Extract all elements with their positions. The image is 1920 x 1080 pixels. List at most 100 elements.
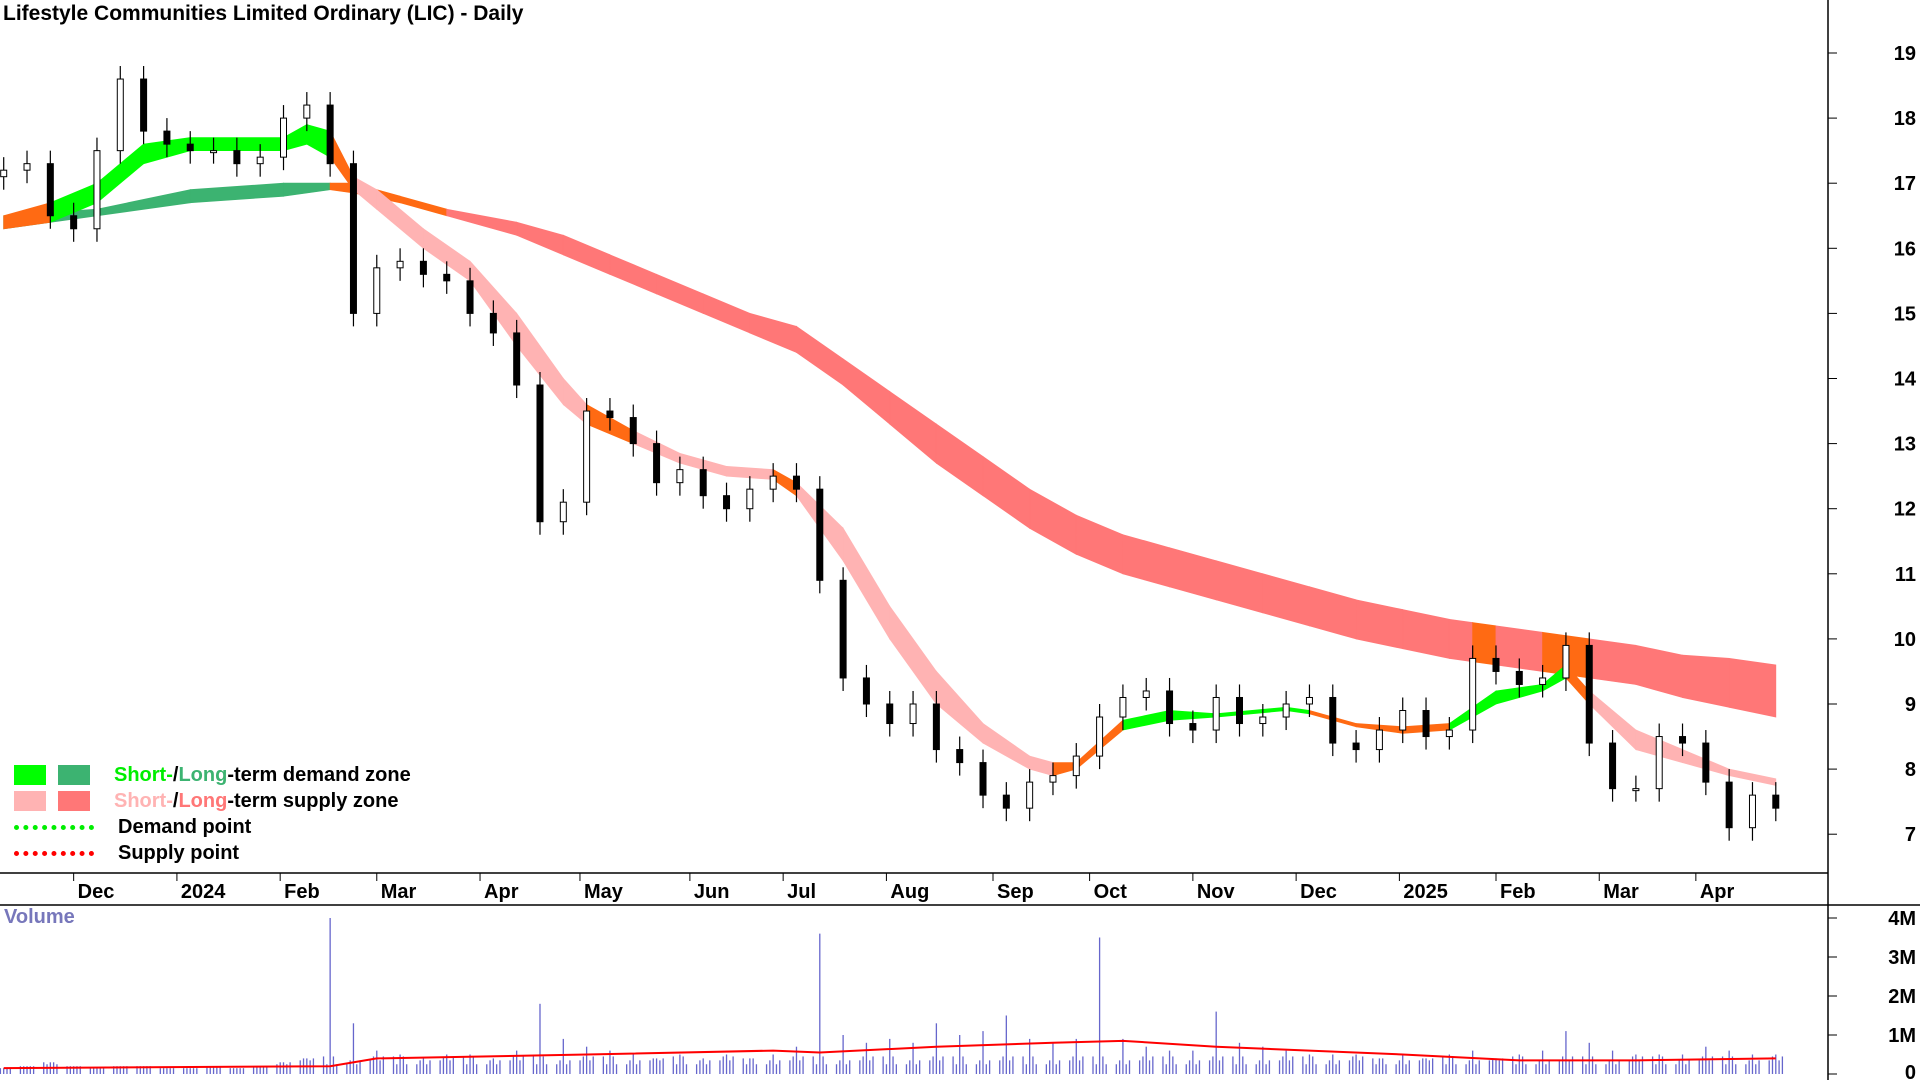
volume-tick-label: 3M [1888, 947, 1916, 969]
supply-point-swatch [14, 850, 94, 856]
candle-body [466, 280, 474, 314]
candle-body [1539, 677, 1547, 685]
date-tick-label: Aug [890, 881, 929, 903]
legend-supply-point: Supply point [14, 840, 411, 866]
candle-body [23, 163, 31, 171]
candle-body [116, 78, 124, 152]
short-term-zone-segment [935, 670, 984, 744]
candle-body [256, 156, 264, 165]
legend-text: Short- [114, 763, 173, 786]
long-term-zone-segment [609, 254, 657, 295]
long-term-zone-segment [1355, 599, 1404, 650]
date-tick-label: Sep [997, 881, 1034, 903]
long-term-zone-segment [796, 325, 844, 386]
candle-body [1399, 710, 1407, 731]
volume-ma-line [3, 1039, 1776, 1070]
legend-text: Long [178, 763, 228, 786]
candle-body [233, 150, 241, 165]
legend-text: Short- [114, 789, 173, 812]
date-tick-label: May [584, 881, 624, 903]
legend: Short- / Long -term demand zone Short- / … [14, 762, 411, 866]
long-term-zone-segment [1075, 514, 1124, 575]
legend-text: Long [178, 789, 228, 812]
candle-body [583, 410, 591, 503]
candle-body [1375, 729, 1383, 751]
date-tick-label: Feb [284, 881, 320, 903]
price-tick-label: 16 [1894, 238, 1916, 260]
candle-body [326, 104, 334, 165]
date-tick-label: Mar [381, 881, 417, 903]
long-term-zone-segment [749, 312, 797, 354]
legend-text: -term demand zone [227, 763, 411, 786]
candle-body [1679, 736, 1687, 744]
candle-body [862, 677, 870, 705]
candle-body [1632, 788, 1640, 792]
price-tick-label: 15 [1894, 303, 1916, 325]
volume-label: Volume [4, 906, 75, 928]
candle-body [886, 703, 894, 725]
candle-body [513, 332, 521, 386]
price-tick-label: 8 [1905, 759, 1916, 781]
short-term-zone-segment [889, 605, 937, 706]
candle-body [1212, 696, 1220, 731]
volume-tick-label: 0 [1905, 1062, 1916, 1080]
zone-bands [3, 123, 1777, 786]
candle-body [653, 443, 661, 484]
candle-body [163, 130, 171, 145]
candle-body [1515, 670, 1523, 685]
candle-body [792, 475, 800, 490]
legend-text: Supply point [118, 841, 240, 864]
long-term-zone-segment [96, 189, 191, 217]
price-candles [0, 66, 1780, 841]
candle-body [489, 312, 497, 334]
date-tick-label: Oct [1094, 881, 1128, 903]
candle-body [1422, 710, 1430, 738]
candle-body [1002, 794, 1010, 809]
date-tick-label: Jun [694, 881, 730, 903]
candle-body [1259, 716, 1267, 725]
candle-body [1609, 742, 1617, 790]
date-tick-label: Feb [1500, 881, 1536, 903]
candle-body [1562, 644, 1570, 679]
candle-body [443, 273, 451, 282]
candle-body [769, 475, 777, 490]
candle-body [210, 150, 218, 154]
long-term-zone-segment [982, 455, 1031, 529]
legend-demand-point: Demand point [14, 814, 411, 840]
legend-demand-zone: Short- / Long -term demand zone [14, 762, 411, 788]
long-term-zone-segment [702, 293, 751, 334]
long-supply-swatch [58, 791, 90, 811]
candle-body [816, 488, 824, 581]
long-term-zone-segment [1122, 534, 1170, 588]
candle-body [746, 488, 754, 510]
long-term-zone-segment [1682, 654, 1730, 708]
candle-body [1049, 775, 1057, 783]
legend-text: -term supply zone [227, 789, 399, 812]
short-term-zone-segment [1122, 710, 1170, 731]
date-tick-label: Apr [484, 881, 519, 903]
candle-body [1142, 690, 1150, 698]
short-demand-swatch [14, 765, 46, 785]
short-term-zone-segment [1215, 706, 1287, 718]
candle-body [676, 469, 684, 484]
long-term-zone-segment [399, 195, 448, 217]
candle-body [1445, 729, 1453, 738]
candle-body [723, 495, 731, 510]
long-term-zone-segment [1309, 586, 1357, 640]
candle-body [396, 260, 404, 269]
legend-supply-zone: Short- / Long -term supply zone [14, 788, 411, 814]
short-supply-swatch [14, 791, 46, 811]
price-tick-label: 7 [1905, 824, 1916, 846]
candle-body [699, 469, 707, 497]
candle-body [606, 410, 614, 419]
candle-body [70, 215, 78, 230]
candle-body [419, 260, 427, 275]
price-tick-label: 14 [1894, 369, 1917, 391]
legend-text: Demand point [118, 815, 252, 838]
price-tick-label: 11 [1895, 564, 1916, 586]
long-term-zone-segment [1215, 560, 1264, 614]
candle-body [1702, 742, 1710, 783]
candle-body [1469, 657, 1477, 731]
